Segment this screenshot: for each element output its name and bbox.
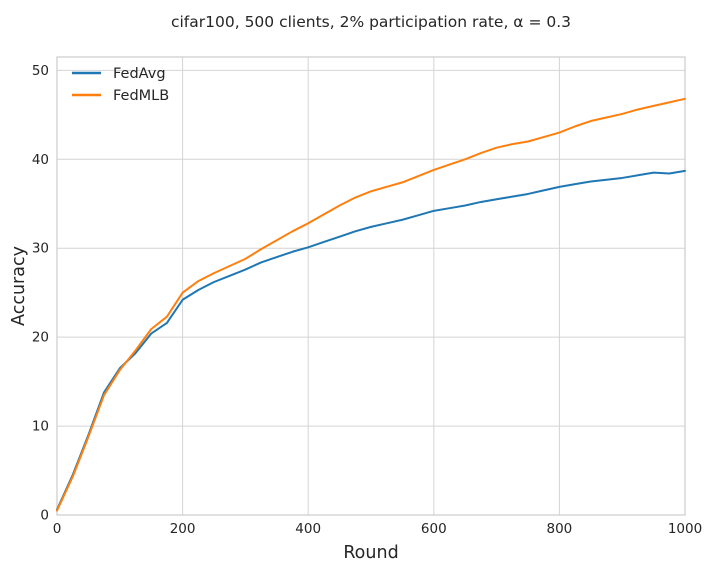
y-tick-label: 0 — [40, 508, 49, 524]
x-tick-label: 400 — [295, 521, 321, 537]
data-curves — [56, 97, 686, 512]
x-axis-label: Round — [343, 543, 398, 563]
y-tick-label: 20 — [32, 330, 49, 346]
y-tick-label: 40 — [32, 152, 49, 168]
x-tick-label: 1000 — [668, 521, 702, 537]
x-axis-tick-labels: 0 200 400 600 800 1000 — [53, 521, 702, 537]
legend: FedAvg FedMLB — [72, 66, 169, 104]
x-tick-label: 800 — [547, 521, 573, 537]
plot-border — [56, 56, 686, 516]
legend-label-fedavg: FedAvg — [113, 66, 166, 82]
y-axis-tick-labels: 0 10 20 30 40 50 — [32, 63, 49, 524]
series-line-fedmlb — [56, 97, 686, 512]
y-axis-label: Accuracy — [9, 246, 29, 326]
series-line-fedavg — [56, 169, 686, 511]
y-tick-label: 50 — [32, 63, 49, 79]
x-tick-label: 600 — [421, 521, 447, 537]
x-tick-label: 200 — [170, 521, 196, 537]
chart-title: cifar100, 500 clients, 2% participation … — [171, 13, 571, 31]
x-tick-label: 0 — [53, 521, 62, 537]
legend-label-fedmlb: FedMLB — [113, 88, 169, 104]
y-tick-label: 10 — [32, 419, 49, 435]
plot-background — [57, 57, 685, 515]
y-tick-label: 30 — [32, 241, 49, 257]
